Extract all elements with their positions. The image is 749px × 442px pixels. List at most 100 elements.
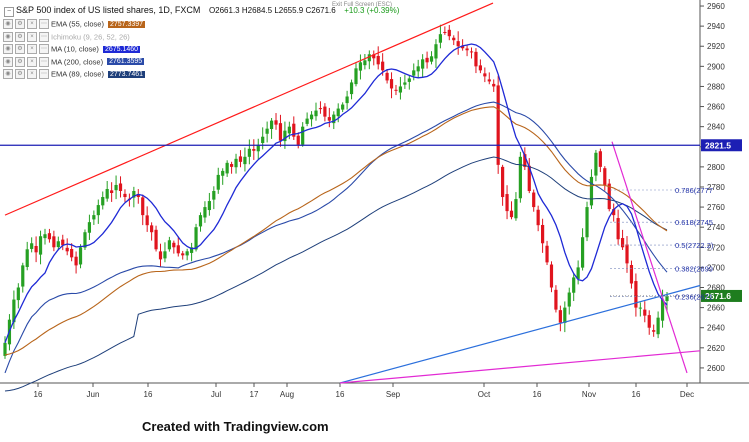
candle-body bbox=[309, 114, 314, 120]
candle-body bbox=[412, 70, 416, 76]
candle-body bbox=[567, 292, 571, 307]
candle-body bbox=[21, 265, 25, 287]
time-tick-label: Nov bbox=[582, 390, 596, 399]
legend-row[interactable]: ◉ ⚙ × ⋯ MA (10, close) 2675.1460 bbox=[3, 44, 141, 56]
candle-body bbox=[456, 41, 460, 47]
chart-title: S&P 500 index of US listed shares, 1D, F… bbox=[16, 5, 201, 15]
fib-level-label: 0.382(2699 bbox=[675, 264, 713, 273]
candle-body bbox=[16, 287, 20, 301]
time-tick-label: Sep bbox=[386, 390, 401, 399]
candle-body bbox=[367, 54, 371, 62]
candle-body bbox=[558, 310, 562, 323]
time-tick-label: 16 bbox=[144, 390, 153, 399]
lower-magenta-line bbox=[339, 350, 701, 384]
legend-name: EMA (55, close) bbox=[51, 19, 104, 29]
candle-body bbox=[483, 73, 487, 77]
candle-body bbox=[181, 253, 185, 256]
candle-body bbox=[78, 247, 83, 265]
support-trendline bbox=[339, 284, 701, 384]
legend-value: 2761.3595 bbox=[107, 58, 145, 66]
x-icon[interactable]: × bbox=[27, 69, 37, 80]
eye-icon[interactable]: ◉ bbox=[3, 69, 13, 80]
candle-body bbox=[132, 190, 136, 198]
gear-icon[interactable]: ⚙ bbox=[15, 56, 25, 67]
more-icon[interactable]: ⋯ bbox=[39, 31, 49, 42]
candle-body bbox=[3, 342, 7, 356]
candle-body bbox=[25, 249, 29, 267]
candle-body bbox=[612, 209, 616, 216]
more-icon[interactable]: ⋯ bbox=[39, 69, 49, 80]
legend-row[interactable]: ◉ ⚙ × ⋯ EMA (55, close) 2757.3397 bbox=[3, 19, 146, 31]
candle-body bbox=[527, 165, 531, 191]
candle-body bbox=[629, 265, 634, 284]
candle-body bbox=[221, 170, 225, 176]
candle-body bbox=[96, 205, 100, 216]
x-icon[interactable]: × bbox=[27, 31, 37, 42]
price-tick-label: 2920 bbox=[707, 42, 725, 51]
legend-name: EMA (89, close) bbox=[51, 69, 104, 79]
collapse-legend-icon[interactable]: − bbox=[4, 7, 14, 17]
candle-body bbox=[523, 154, 527, 167]
fib-level-label: 0.618(2745 bbox=[675, 218, 713, 227]
candle-body bbox=[287, 126, 291, 134]
candle-body bbox=[207, 201, 211, 211]
candle-body bbox=[34, 245, 38, 253]
legend-row[interactable]: ◉ ⚙ × ⋯ MA (200, close) 2761.3595 bbox=[3, 56, 145, 69]
candle-body bbox=[225, 162, 229, 174]
candle-body bbox=[154, 229, 158, 250]
candle-body bbox=[52, 236, 56, 248]
candle-body bbox=[194, 227, 198, 250]
price-tick-label: 2960 bbox=[707, 2, 725, 11]
candle-body bbox=[585, 207, 589, 238]
candle-body bbox=[376, 55, 380, 65]
time-tick-label: 16 bbox=[632, 390, 641, 399]
candle-body bbox=[505, 194, 509, 212]
x-icon[interactable]: × bbox=[27, 56, 37, 67]
gear-icon[interactable]: ⚙ bbox=[15, 69, 25, 80]
eye-icon[interactable]: ◉ bbox=[3, 56, 13, 67]
gear-icon[interactable]: ⚙ bbox=[15, 44, 25, 55]
legend-row[interactable]: ◉ ⚙ × ⋯ Ichimoku (9, 26, 52, 26) bbox=[3, 31, 130, 44]
candle-body bbox=[572, 277, 576, 293]
more-icon[interactable]: ⋯ bbox=[39, 44, 49, 55]
candle-body bbox=[554, 289, 558, 310]
candle-body bbox=[643, 309, 647, 316]
candle-body bbox=[70, 248, 74, 258]
candle-body bbox=[198, 215, 203, 227]
candle-body bbox=[372, 54, 376, 59]
eye-icon[interactable]: ◉ bbox=[3, 19, 13, 30]
candle-body bbox=[229, 164, 234, 167]
ohlc-values: O2661.3 H2684.5 L2655.9 C2671.6 bbox=[208, 6, 336, 15]
gear-icon[interactable]: ⚙ bbox=[15, 31, 25, 42]
candle-body bbox=[65, 247, 69, 252]
legend-value: 2773.7461 bbox=[107, 70, 146, 78]
gear-icon[interactable]: ⚙ bbox=[15, 19, 25, 30]
candle-body bbox=[478, 65, 482, 71]
price-tick-label: 2740 bbox=[707, 223, 725, 232]
more-icon[interactable]: ⋯ bbox=[39, 56, 49, 67]
candle-body bbox=[532, 192, 536, 208]
time-tick-label: 16 bbox=[34, 390, 43, 399]
price-tick-label: 2720 bbox=[707, 243, 725, 252]
more-icon[interactable]: ⋯ bbox=[39, 19, 49, 30]
candle-body bbox=[389, 79, 394, 89]
x-icon[interactable]: × bbox=[27, 44, 37, 55]
candle-body bbox=[185, 251, 189, 256]
candle-body bbox=[496, 85, 500, 165]
candle-body bbox=[265, 128, 269, 134]
candle-body bbox=[381, 61, 385, 71]
change-value: +10.3 (+0.39%) bbox=[344, 6, 400, 15]
candle-body bbox=[625, 244, 629, 264]
candle-body bbox=[256, 144, 260, 152]
price-tick-label: 2760 bbox=[707, 203, 725, 212]
time-tick-label: Jul bbox=[211, 390, 221, 399]
price-tick-label: 2900 bbox=[707, 62, 725, 71]
eye-icon[interactable]: ◉ bbox=[3, 44, 13, 55]
candle-body bbox=[607, 183, 611, 210]
legend-row[interactable]: ◉ ⚙ × ⋯ EMA (89, close) 2773.7461 bbox=[3, 69, 146, 81]
eye-icon[interactable]: ◉ bbox=[3, 31, 13, 42]
x-icon[interactable]: × bbox=[27, 19, 37, 30]
candle-body bbox=[563, 307, 567, 323]
candle-body bbox=[203, 207, 207, 218]
